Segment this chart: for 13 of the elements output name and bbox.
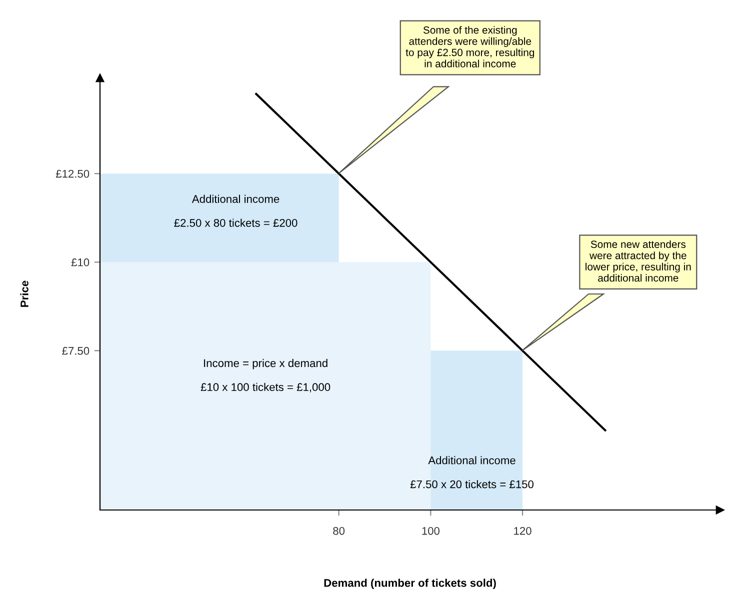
- y-tick-label: £12.50: [56, 170, 90, 178]
- y-axis-title: Price: [20, 280, 28, 307]
- annotation: Some new attenders were attracted by the lower price, resulting in additional income: [586, 240, 691, 282]
- text: Additional income £2.50 x 80 tickets = £200: [174, 194, 298, 227]
- text: Some of the existing attenders were willing/able to pay £2.50 more, resulting in additional income: [406, 26, 534, 68]
- text: Additional income £7.50 x 20 tickets = £150: [410, 456, 534, 488]
- x-tick-label: 80: [333, 526, 345, 535]
- y-tick-label: £7.50: [62, 346, 90, 355]
- x-axis-title: Demand (number of tickets sold): [324, 578, 496, 590]
- x-tick-label: 100: [422, 526, 440, 535]
- text: Income = price x demand £10 x 100 tickets = £1,000: [200, 358, 330, 392]
- x-tick-label: 120: [514, 526, 532, 535]
- y-tick-label: £10: [71, 258, 90, 266]
